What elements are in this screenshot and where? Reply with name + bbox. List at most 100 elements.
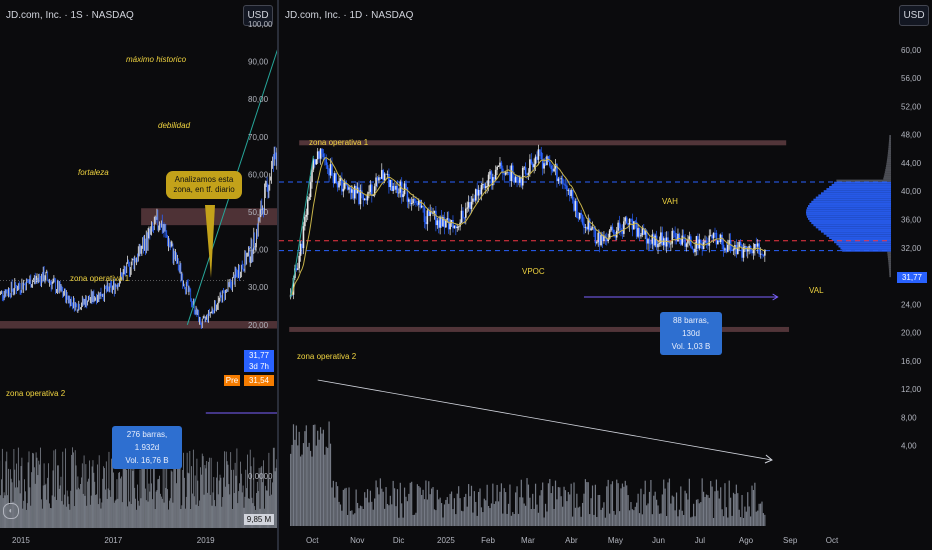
weekly-chart-pane[interactable]: JD.com, Inc. · 1S · NASDAQ USD 110,00100… — [0, 0, 277, 550]
candle-body — [644, 230, 647, 235]
volume-bar — [631, 509, 633, 526]
volume-bar — [500, 483, 502, 526]
volume-bar — [453, 498, 455, 526]
volume-bar — [152, 450, 154, 528]
volume-bar — [265, 490, 267, 528]
volume-bar — [667, 482, 669, 526]
volume-bar — [429, 494, 431, 526]
volume-bar — [627, 495, 629, 526]
profile-bar — [887, 158, 891, 161]
volume-bar — [731, 515, 733, 526]
candle-body — [351, 189, 353, 193]
candle-body — [356, 187, 359, 194]
volume-bar — [759, 503, 762, 526]
volume-bar — [79, 489, 81, 528]
volume-bar — [678, 509, 680, 526]
volume-bar — [41, 508, 43, 528]
volume-bar — [747, 492, 749, 526]
candle-body — [546, 156, 548, 165]
volume-bar — [301, 454, 303, 526]
volume-bar — [183, 452, 184, 528]
volume-bar — [483, 498, 485, 526]
volume-bar — [13, 448, 15, 528]
candle-body — [709, 235, 712, 237]
candle-body — [731, 249, 733, 251]
candle-body — [718, 240, 721, 242]
volume-bar — [292, 424, 295, 526]
candle-body — [611, 226, 614, 230]
volume-bar — [621, 483, 624, 526]
volume-bar — [393, 488, 396, 526]
volume-bar — [14, 469, 16, 528]
candle-body — [596, 242, 598, 244]
volume-bar — [264, 485, 266, 528]
volume-bar — [391, 504, 393, 526]
volume-bar — [624, 480, 626, 526]
volume-bar — [376, 487, 379, 526]
volume-bar — [657, 505, 659, 526]
volume-bar — [242, 485, 244, 528]
candle-body — [462, 210, 464, 218]
candle-body — [578, 212, 581, 219]
volume-bar — [560, 496, 562, 526]
volume-bar — [362, 509, 364, 526]
volume-bar — [450, 491, 453, 526]
candle-body — [593, 227, 595, 231]
volume-bar — [546, 511, 548, 526]
candle-body — [717, 240, 719, 245]
volume-bar — [240, 461, 241, 528]
volume-bar — [389, 495, 391, 526]
volume-bar — [607, 479, 609, 526]
candle-body — [492, 177, 494, 186]
candle-body — [385, 173, 387, 175]
candle-body — [672, 230, 675, 233]
tradingview-logo-icon[interactable]: ◐ — [3, 503, 19, 519]
volume-bar — [708, 497, 710, 526]
volume-bar — [184, 508, 186, 528]
volume-bar — [554, 480, 557, 526]
candle-body — [689, 236, 692, 247]
volume-bar — [331, 487, 333, 526]
volume-bar — [215, 506, 216, 528]
candle-body — [520, 177, 523, 186]
profile-bar — [888, 262, 891, 265]
candle-body — [423, 207, 426, 222]
volume-bar — [593, 514, 595, 526]
currency-button[interactable]: USD — [899, 5, 929, 26]
volume-bar — [448, 503, 450, 526]
profile-bar — [888, 143, 891, 146]
daily-chart-pane[interactable]: JD.com, Inc. · 1D · NASDAQ USD 60,00 56,0… — [279, 0, 932, 550]
chart-title: JD.com, Inc. · 1D · NASDAQ — [285, 10, 414, 21]
candle-body — [627, 223, 629, 225]
volume-bar — [510, 515, 512, 526]
ath-annotation: máximo historico — [126, 55, 187, 64]
candle-body — [502, 168, 504, 174]
candle-body — [322, 153, 325, 158]
volume-bar — [122, 460, 124, 528]
volume-bar — [688, 478, 690, 526]
candle-body — [541, 159, 544, 169]
price-tick: 56,00 — [901, 74, 922, 83]
volume-bar — [319, 427, 322, 526]
volume-bar — [698, 503, 700, 526]
volume-bar — [496, 484, 498, 526]
volume-bar — [227, 464, 229, 528]
volume-bar — [25, 509, 27, 528]
time-tick: Nov — [350, 536, 364, 545]
candle-body — [588, 218, 591, 231]
volume-bar — [542, 482, 544, 526]
volume-bar — [628, 510, 631, 526]
profile-bar — [823, 190, 891, 193]
volume-bar — [241, 492, 243, 528]
volume-bar — [327, 447, 329, 526]
candle-body — [741, 245, 743, 258]
volume-bar — [267, 477, 269, 528]
pane-divider[interactable] — [277, 0, 279, 550]
volume-bar — [120, 476, 122, 528]
candle-body — [321, 148, 323, 154]
candle-body — [309, 182, 312, 198]
volume-bar — [62, 451, 64, 528]
volume-bar — [384, 508, 386, 526]
volume-bar — [210, 457, 212, 528]
currency-button[interactable]: USD — [243, 5, 273, 26]
